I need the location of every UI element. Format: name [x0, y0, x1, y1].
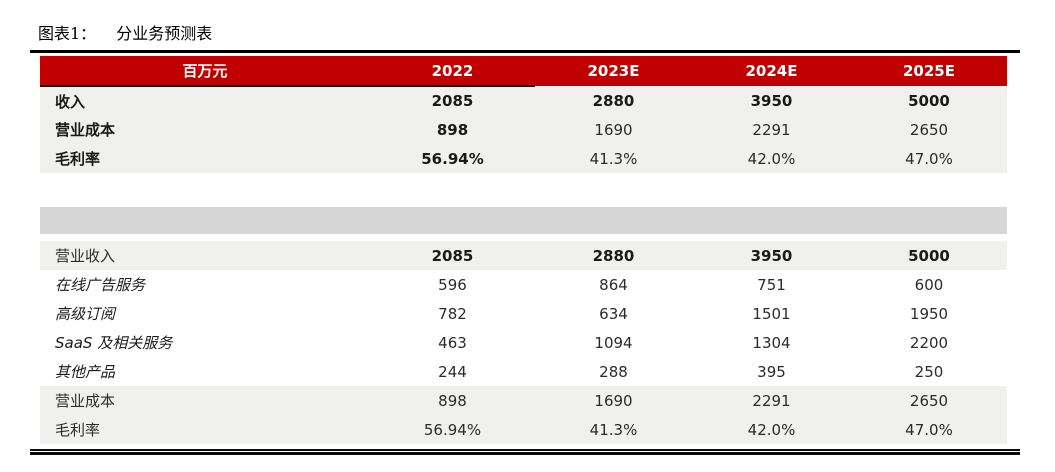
- spacer: [40, 173, 1007, 207]
- cell-value: 1950: [851, 299, 1007, 328]
- cell-value: 1304: [692, 328, 851, 357]
- row-label: SaaS 及相关服务: [40, 328, 370, 357]
- cell-value: 2650: [851, 386, 1007, 415]
- year-header-2022: 2022: [370, 56, 535, 87]
- cell-value: 42.0%: [692, 144, 851, 173]
- spacer: [40, 234, 1007, 241]
- exhibit-number-label: 图表1：: [38, 24, 97, 43]
- cell-value: 41.3%: [535, 144, 692, 173]
- cell-value: 596: [370, 270, 535, 299]
- table-row: 其他产品 244 288 395 250: [40, 357, 1007, 386]
- row-label: 营业成本: [40, 386, 370, 415]
- table-header-row: 百万元 2022 2023E 2024E 2025E: [40, 56, 1007, 87]
- row-label: 收入: [40, 86, 370, 115]
- cell-value: 864: [535, 270, 692, 299]
- cell-value: 47.0%: [851, 415, 1007, 444]
- cell-value: 2200: [851, 328, 1007, 357]
- exhibit-name: 分业务预测表: [116, 24, 213, 43]
- row-label: 毛利率: [40, 144, 370, 173]
- row-label: 毛利率: [40, 415, 370, 444]
- cell-value: 41.3%: [535, 415, 692, 444]
- year-header-2024e: 2024E: [692, 56, 851, 86]
- unit-header-cell: 百万元: [40, 56, 370, 87]
- spacer-row: [40, 234, 1007, 241]
- cell-value: 56.94%: [370, 144, 535, 173]
- cell-value: 5000: [851, 86, 1007, 115]
- cell-value: 463: [370, 328, 535, 357]
- separator-band-row: [40, 207, 1007, 234]
- table-row: 收入 2085 2880 3950 5000: [40, 86, 1007, 115]
- cell-value: 751: [692, 270, 851, 299]
- cell-value: 56.94%: [370, 415, 535, 444]
- spacer-row: [40, 173, 1007, 207]
- title-divider-rule: [30, 50, 1020, 53]
- table-row: 高级订阅 782 634 1501 1950: [40, 299, 1007, 328]
- cell-value: 288: [535, 357, 692, 386]
- table-bottom-rule: [30, 449, 1020, 455]
- cell-value: 634: [535, 299, 692, 328]
- cell-value: 42.0%: [692, 415, 851, 444]
- cell-value: 244: [370, 357, 535, 386]
- table-row: SaaS 及相关服务 463 1094 1304 2200: [40, 328, 1007, 357]
- row-label: 营业收入: [40, 241, 370, 270]
- cell-value: 1094: [535, 328, 692, 357]
- cell-value: 2880: [535, 241, 692, 270]
- cell-value: 3950: [692, 241, 851, 270]
- cell-value: 47.0%: [851, 144, 1007, 173]
- row-label: 其他产品: [40, 357, 370, 386]
- cell-value: 2650: [851, 115, 1007, 144]
- cell-value: 1690: [535, 115, 692, 144]
- cell-value: 3950: [692, 86, 851, 115]
- table-body: 收入 2085 2880 3950 5000 营业成本 898 1690 2291 2650 毛利率…: [40, 86, 1007, 444]
- cell-value: 898: [370, 386, 535, 415]
- cell-value: 1501: [692, 299, 851, 328]
- row-label: 高级订阅: [40, 299, 370, 328]
- table-row: 营业成本 898 1690 2291 2650: [40, 115, 1007, 144]
- table-row: 毛利率 56.94% 41.3% 42.0% 47.0%: [40, 415, 1007, 444]
- cell-value: 2291: [692, 386, 851, 415]
- cell-value: 600: [851, 270, 1007, 299]
- cell-value: 2291: [692, 115, 851, 144]
- cell-value: 782: [370, 299, 535, 328]
- table-row: 毛利率 56.94% 41.3% 42.0% 47.0%: [40, 144, 1007, 173]
- cell-value: 898: [370, 115, 535, 144]
- cell-value: 250: [851, 357, 1007, 386]
- cell-value: 2085: [370, 86, 535, 115]
- cell-value: 2085: [370, 241, 535, 270]
- table-row: 营业收入 2085 2880 3950 5000: [40, 241, 1007, 270]
- row-label: 在线广告服务: [40, 270, 370, 299]
- table-row: 在线广告服务 596 864 751 600: [40, 270, 1007, 299]
- cell-value: 5000: [851, 241, 1007, 270]
- forecast-table: 百万元 2022 2023E 2024E 2025E 收入 2085 2880 395…: [40, 56, 1007, 444]
- exhibit-title: 图表1： 分业务预测表: [38, 20, 212, 44]
- table-row: 营业成本 898 1690 2291 2650: [40, 386, 1007, 415]
- row-label: 营业成本: [40, 115, 370, 144]
- cell-value: 2880: [535, 86, 692, 115]
- year-header-2023e: 2023E: [535, 56, 692, 86]
- separator-band: [40, 207, 1007, 234]
- year-header-2025e: 2025E: [851, 56, 1007, 86]
- cell-value: 395: [692, 357, 851, 386]
- cell-value: 1690: [535, 386, 692, 415]
